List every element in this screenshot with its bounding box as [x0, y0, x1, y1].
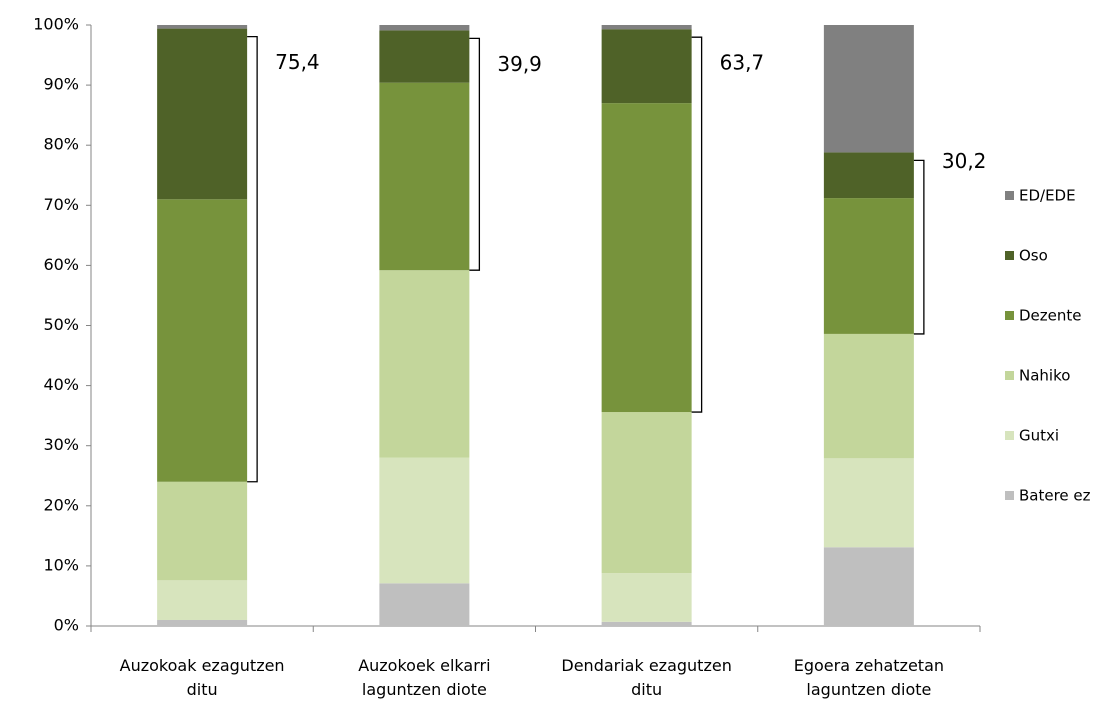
y-tick-label: 60%: [43, 255, 79, 274]
legend-swatch: [1005, 311, 1014, 320]
bar-segment: [157, 25, 248, 29]
bar-segment: [379, 270, 470, 458]
total-label: 39,9: [497, 52, 542, 76]
x-tick-label: Auzokoek elkarri laguntzen diote: [358, 656, 490, 699]
bar-segment: [379, 82, 470, 271]
bracket: [913, 159, 925, 335]
legend-label: ED/EDE: [1019, 187, 1076, 205]
legend-label: Nahiko: [1019, 367, 1070, 385]
bar-segment: [823, 333, 914, 459]
bar-segment: [823, 458, 914, 548]
x-tick-label-line: Dendariak ezagutzen: [561, 656, 731, 675]
x-tick-label-line: ditu: [187, 680, 218, 699]
y-tick-label: 50%: [43, 315, 79, 334]
y-tick-label: 70%: [43, 195, 79, 214]
y-tick-label: 10%: [43, 555, 79, 574]
legend-swatch: [1005, 191, 1014, 200]
y-tick-label: 20%: [43, 495, 79, 514]
bar-segment: [601, 621, 692, 626]
bar-segment: [379, 30, 470, 83]
legend-label: Gutxi: [1019, 427, 1059, 445]
bracket: [469, 37, 481, 271]
legend-label: Dezente: [1019, 307, 1082, 325]
y-tick-label: 0%: [54, 616, 79, 635]
y-tick-label: 100%: [33, 15, 79, 34]
y-tick-label: 40%: [43, 375, 79, 394]
bracket: [691, 36, 703, 413]
bar-segment: [157, 481, 248, 581]
y-tick-label: 30%: [43, 435, 79, 454]
total-label: 63,7: [720, 51, 765, 75]
x-tick-label: Dendariak ezagutzen ditu: [561, 656, 731, 699]
bar-segment: [601, 29, 692, 104]
legend-swatch: [1005, 371, 1014, 380]
bracket: [247, 35, 258, 483]
x-tick-label: Egoera zehatzetan laguntzen diote: [794, 656, 944, 699]
x-tick-label-line: ditu: [631, 680, 662, 699]
bar-segment: [157, 619, 248, 626]
bar-segment: [823, 25, 914, 153]
x-tick-label-line: Auzokoek elkarri: [358, 656, 490, 675]
bar-segment: [823, 152, 914, 199]
bar-segment: [823, 547, 914, 626]
legend-label: Oso: [1019, 247, 1048, 265]
x-tick-label-line: Auzokoak ezagutzen: [120, 656, 285, 675]
legend-label: Batere ez: [1019, 487, 1091, 505]
total-label: 75,4: [275, 50, 320, 74]
bar-segment: [601, 412, 692, 574]
bar-segment: [157, 580, 248, 620]
legend-swatch: [1005, 431, 1014, 440]
y-tick-label: 90%: [43, 75, 79, 94]
x-tick-label-line: Egoera zehatzetan: [794, 656, 944, 675]
bar-segment: [379, 25, 470, 31]
bar-segment: [601, 103, 692, 413]
bar-segment: [157, 28, 248, 200]
bar-segment: [823, 198, 914, 334]
bar-segment: [601, 25, 692, 30]
legend-swatch: [1005, 251, 1014, 260]
x-tick-label: Auzokoak ezagutzen ditu: [120, 656, 285, 699]
y-tick-label: 80%: [43, 135, 79, 154]
legend-swatch: [1005, 491, 1014, 500]
bar-segment: [157, 199, 248, 482]
bar-segment: [379, 457, 470, 584]
total-label: 30,2: [942, 149, 987, 173]
bar-segment: [601, 573, 692, 622]
x-tick-label-line: laguntzen diote: [362, 680, 487, 699]
x-tick-label-line: laguntzen diote: [806, 680, 931, 699]
bar-segment: [379, 583, 470, 626]
